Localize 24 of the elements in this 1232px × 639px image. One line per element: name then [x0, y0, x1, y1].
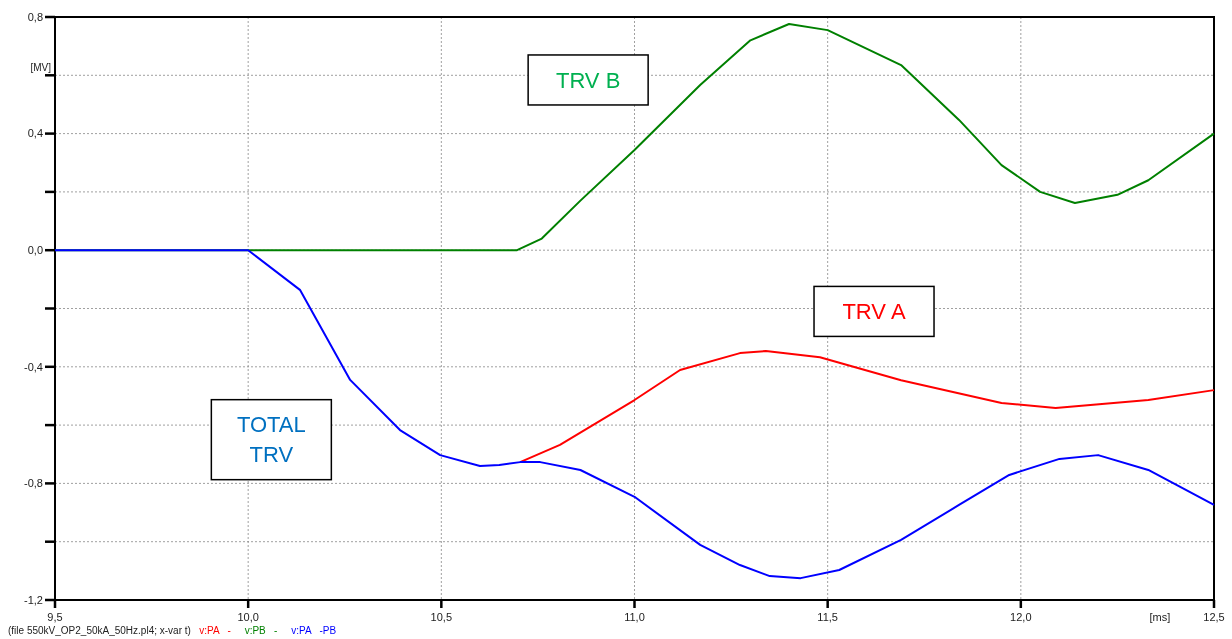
- y-tick-label: -0,8: [24, 477, 43, 490]
- annotation: TOTAL TRV: [236, 412, 306, 468]
- x-tick-label: 9,5: [47, 611, 63, 623]
- annotation: TRV B: [555, 67, 621, 93]
- x-tick-label: 11,0: [624, 611, 645, 623]
- text: (file 550kV_OP2_50kA_50Hz.pl4; x-var t): [8, 625, 200, 636]
- text: v:PB -: [244, 625, 292, 636]
- x-tick-label: 12,0: [1010, 611, 1032, 623]
- x-tick-label: 10,5: [430, 611, 453, 623]
- y-axis-title: [MV]: [30, 62, 52, 74]
- line-series: [519, 350, 1215, 464]
- line-series: [54, 249, 1215, 580]
- text: v:PA -: [199, 625, 245, 636]
- annotation: TRV A: [842, 299, 906, 325]
- x-tick-label: 11,5: [817, 611, 838, 623]
- x-axis-title: [ms]: [1149, 611, 1171, 623]
- y-tick-label: 0,0: [27, 244, 43, 257]
- x-tick-label: 12,5: [1203, 611, 1225, 623]
- y-tick-label: 0,4: [27, 127, 43, 140]
- y-tick-label: 0,8: [27, 10, 43, 23]
- y-tick-label: -1,2: [24, 593, 43, 606]
- y-tick-label: -0,4: [24, 360, 43, 373]
- x-tick-label: 10,0: [237, 611, 259, 623]
- text: v:PA -PB: [291, 625, 351, 636]
